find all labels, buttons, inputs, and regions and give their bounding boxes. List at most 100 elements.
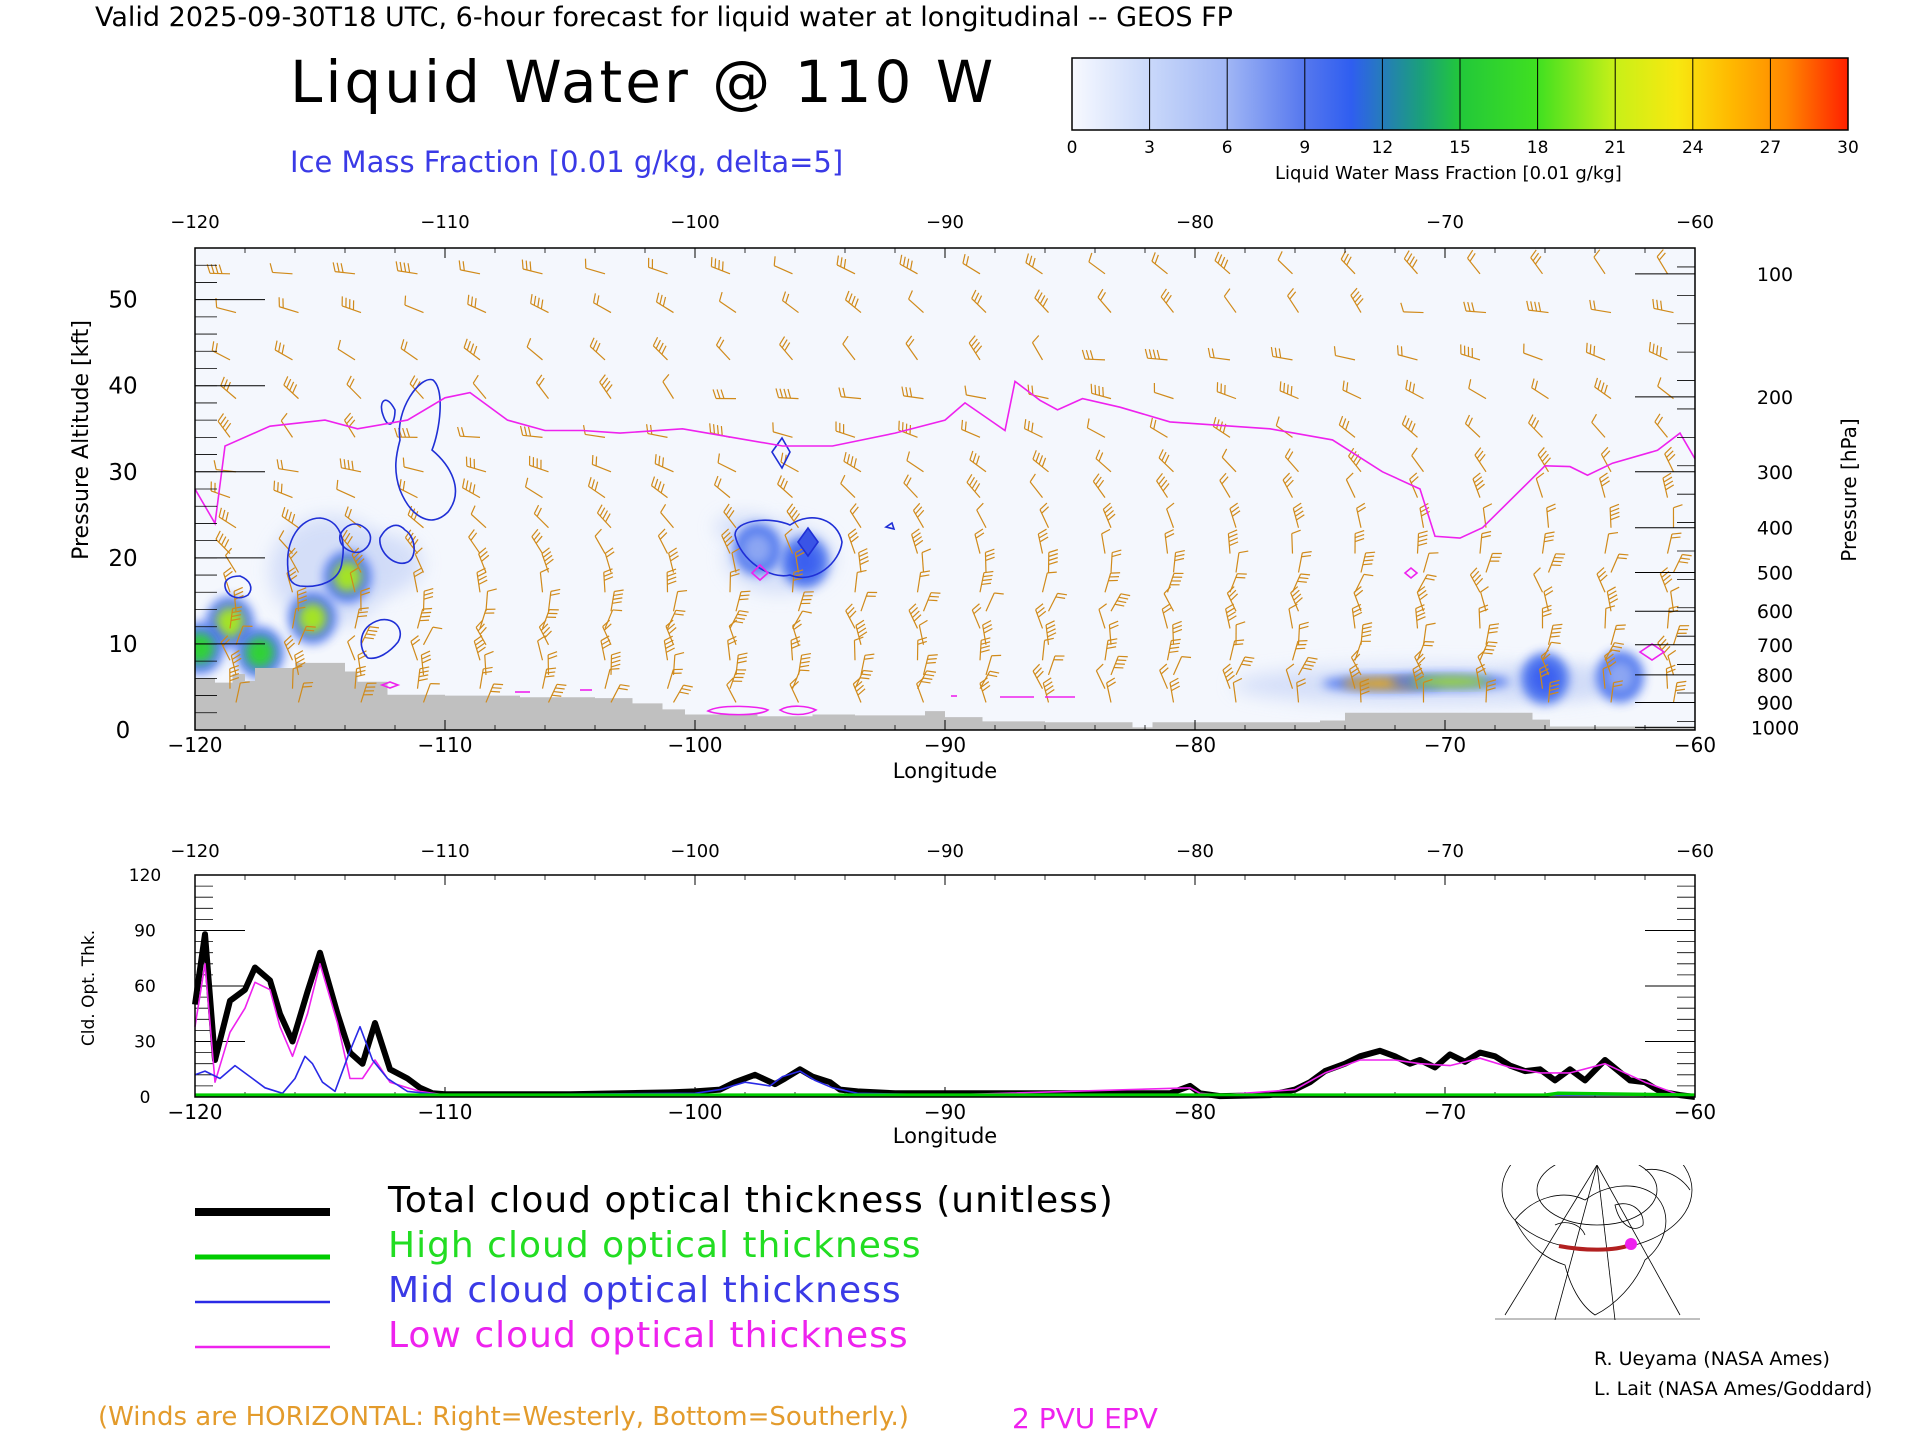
wind-barb bbox=[1284, 448, 1299, 473]
wind-barb bbox=[472, 374, 487, 400]
wind-barb bbox=[911, 528, 924, 554]
liquid-water-core bbox=[743, 534, 772, 565]
wind-barb bbox=[283, 635, 295, 661]
wind-barb bbox=[672, 589, 688, 612]
wind-barb bbox=[1297, 656, 1318, 676]
wind-barb bbox=[1416, 574, 1437, 593]
wind-barb bbox=[291, 606, 306, 629]
wind-barb bbox=[790, 636, 801, 661]
wind-barb bbox=[215, 530, 231, 554]
wind-barb bbox=[206, 264, 231, 275]
pink-contour bbox=[778, 705, 818, 716]
colorbar-tick-label: 21 bbox=[1604, 138, 1626, 155]
wind-barb bbox=[1029, 473, 1043, 498]
wind-barb bbox=[463, 338, 481, 361]
wind-barb bbox=[916, 677, 925, 703]
wind-barb bbox=[842, 335, 856, 361]
wind-barb bbox=[1528, 414, 1543, 438]
wind-barb bbox=[984, 548, 995, 573]
wind-barb bbox=[360, 626, 380, 646]
wind-barb bbox=[1541, 604, 1552, 629]
colorbar-tick-label: 15 bbox=[1449, 138, 1471, 155]
wind-barb bbox=[476, 567, 488, 593]
wind-barb bbox=[1467, 249, 1481, 275]
wind-barb bbox=[1042, 677, 1055, 703]
lower-y-tick-label: 60 bbox=[134, 977, 156, 997]
wind-barb bbox=[1207, 347, 1231, 361]
wind-barb bbox=[600, 635, 612, 661]
ice-contour bbox=[339, 523, 372, 554]
wind-barb bbox=[1546, 503, 1557, 528]
series-line-mid bbox=[194, 1025, 1695, 1096]
wind-barb bbox=[341, 529, 356, 554]
ice-contour bbox=[379, 524, 415, 565]
wind-barb bbox=[1097, 288, 1112, 313]
wind-barb bbox=[1531, 378, 1549, 400]
wind-barb bbox=[278, 530, 293, 554]
wind-barb bbox=[968, 335, 983, 361]
wind-barb bbox=[854, 569, 867, 593]
pressure-tick-label: 200 bbox=[1757, 387, 1793, 409]
wind-barb bbox=[906, 451, 924, 473]
wind-barb bbox=[1409, 472, 1419, 498]
x-tick-label: −100 bbox=[668, 733, 723, 757]
wind-barb bbox=[655, 292, 674, 314]
wind-barb bbox=[346, 375, 362, 400]
wind-barb bbox=[1041, 571, 1057, 593]
wind-barb bbox=[1648, 341, 1668, 361]
lower-x-tick-label: −100 bbox=[668, 1100, 723, 1124]
wind-barb bbox=[1296, 678, 1307, 703]
wind-barb bbox=[652, 337, 668, 361]
x-tick-label: −120 bbox=[168, 733, 223, 757]
liquid-water-core bbox=[1410, 676, 1490, 687]
pressure-tick-label: 300 bbox=[1757, 462, 1793, 484]
wind-barb bbox=[1478, 604, 1489, 629]
wind-barb bbox=[1606, 586, 1619, 612]
wind-barb bbox=[1277, 251, 1293, 275]
wind-barb bbox=[663, 635, 675, 661]
wind-barb bbox=[1110, 549, 1122, 573]
lower-top-x-tick-label: −120 bbox=[170, 841, 219, 862]
wind-barb bbox=[1287, 287, 1300, 313]
wind-barb bbox=[336, 479, 356, 499]
wind-barb bbox=[647, 257, 668, 275]
wind-barb bbox=[484, 650, 494, 675]
wind-barb bbox=[646, 424, 668, 438]
top-title: Valid 2025-09-30T18 UTC, 6-hour forecast… bbox=[95, 2, 1233, 33]
wind-barb bbox=[1098, 603, 1107, 629]
winds-note: (Winds are HORIZONTAL: Right=Westerly, B… bbox=[98, 1402, 909, 1432]
wind-barb bbox=[1422, 622, 1436, 645]
wind-barb bbox=[1662, 472, 1675, 498]
wind-barb bbox=[1108, 620, 1119, 645]
wind-barb bbox=[610, 589, 624, 612]
wind-barb bbox=[971, 289, 987, 313]
wind-barb bbox=[547, 651, 558, 675]
map-landmass bbox=[1514, 1185, 1667, 1316]
map-graticule bbox=[1596, 1165, 1681, 1316]
wind-barb bbox=[1156, 473, 1170, 498]
wind-barb bbox=[1166, 572, 1184, 593]
wind-barb bbox=[713, 475, 731, 499]
wind-barb bbox=[473, 635, 486, 661]
colorbar-title: Liquid Water Mass Fraction [0.01 g/kg] bbox=[1275, 163, 1622, 184]
wind-barb bbox=[610, 684, 630, 703]
wind-barb bbox=[1359, 678, 1370, 703]
top-x-tick-label: −120 bbox=[170, 212, 219, 233]
wind-barb bbox=[672, 651, 685, 675]
wind-barb bbox=[288, 547, 300, 573]
y-tick-label: 50 bbox=[108, 288, 137, 314]
wind-barb bbox=[354, 607, 369, 629]
wind-barb bbox=[538, 619, 552, 646]
wind-barb bbox=[413, 567, 423, 593]
lower-x-tick-label: −60 bbox=[1674, 1100, 1716, 1124]
lower-x-tick-label: −120 bbox=[168, 1100, 223, 1124]
wind-barb bbox=[858, 548, 869, 573]
wind-barb bbox=[1474, 447, 1487, 473]
wind-barb bbox=[1411, 447, 1424, 473]
wind-barb bbox=[537, 635, 546, 661]
map-graticule bbox=[1554, 1165, 1598, 1320]
wind-barb bbox=[971, 603, 982, 629]
wind-barb bbox=[921, 548, 932, 573]
wind-barb bbox=[1656, 249, 1669, 275]
wind-barb bbox=[1106, 677, 1116, 703]
